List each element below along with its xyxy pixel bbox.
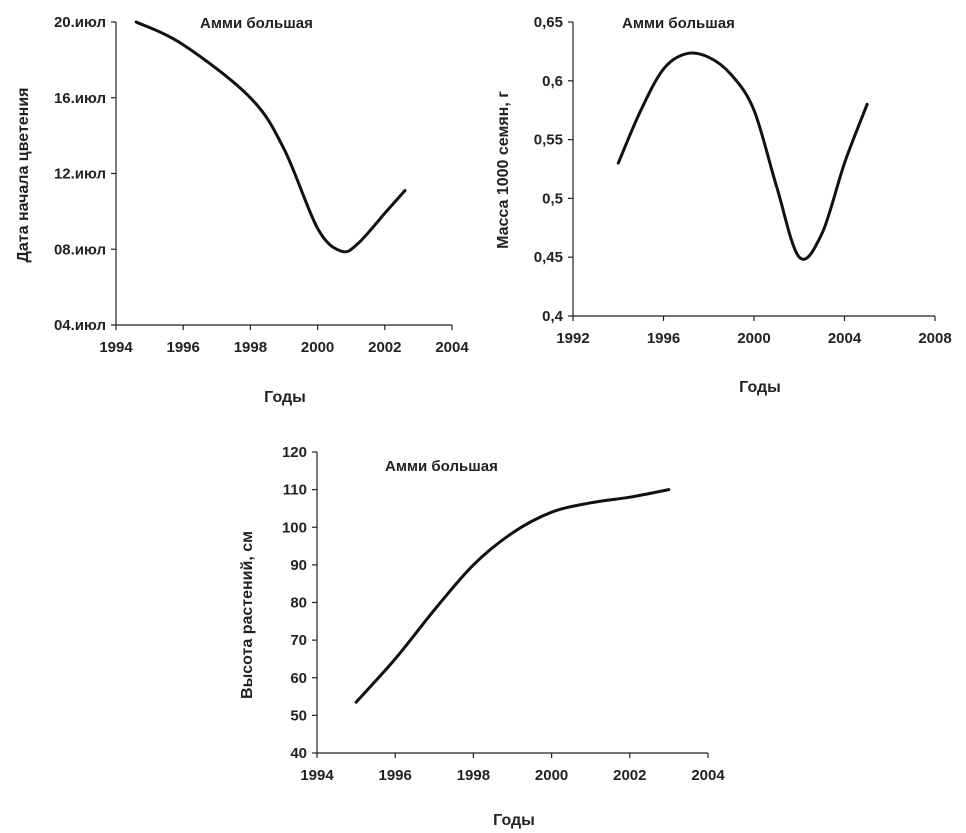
chart-svg: 1994 1996 1998 2000 2002 2004 04.июл 08.июл 12.и… [15, 14, 469, 406]
chart-svg: 1992 1996 2000 2004 2008 0,4 0,45 0,5 0,55 0,6 0,6… [495, 14, 952, 396]
x-tick-label: 2002 [368, 339, 401, 356]
x-tick-label: 2000 [737, 330, 770, 347]
y-tick-label: 100 [282, 519, 307, 536]
x-tick-label: 2000 [535, 767, 568, 784]
x-tick-label: 2004 [828, 330, 862, 347]
y-axis-title: Дата начала цветения [15, 87, 32, 262]
y-tick-label: 12.июл [54, 166, 106, 183]
x-tick-label: 1996 [167, 339, 200, 356]
series-line [354, 488, 671, 704]
y-tick-label: 70 [290, 632, 307, 649]
y-tick-label: 80 [290, 595, 307, 612]
x-tick-label: 1996 [379, 767, 412, 784]
chart-annotation: Амми большая [622, 15, 735, 32]
chart-annotation: Амми большая [200, 15, 313, 32]
y-tick-label: 0,5 [542, 190, 563, 207]
y-tick-label: 04.июл [54, 317, 106, 334]
x-tick-label: 2004 [435, 339, 469, 356]
chart-svg: 1994 1996 1998 2000 2002 2004 40 50 60 70 80 90 100 1… [239, 444, 725, 829]
chart-flowering-date: 1994 1996 1998 2000 2002 2004 04.июл 08.июл 12.и… [0, 0, 480, 415]
x-axis-title: Годы [493, 812, 535, 829]
y-tick-label: 110 [283, 482, 307, 499]
y-tick-label: 90 [290, 557, 307, 574]
y-axis-title: Масса 1000 семян, г [495, 91, 512, 249]
y-tick-label: 0,45 [534, 249, 563, 266]
x-tick-label: 1994 [300, 767, 334, 784]
y-tick-label: 60 [290, 670, 307, 687]
x-tick-label: 1998 [457, 767, 490, 784]
y-tick-label: 16.июл [54, 90, 106, 107]
chart-annotation: Амми большая [385, 458, 498, 475]
y-tick-label: 50 [290, 707, 307, 724]
y-tick-label: 40 [290, 745, 307, 762]
x-tick-label: 1992 [556, 330, 589, 347]
chart-seed-mass: 1992 1996 2000 2004 2008 0,4 0,45 0,5 0,55 0,6 0,6… [480, 0, 966, 415]
series-line [134, 20, 407, 254]
x-tick-label: 1996 [647, 330, 680, 347]
x-tick-label: 1998 [234, 339, 267, 356]
y-tick-label: 0,55 [534, 132, 563, 149]
x-tick-label: 2004 [691, 767, 725, 784]
y-tick-label: 20.июл [54, 14, 106, 31]
y-tick-label: 08.июл [54, 241, 106, 258]
x-tick-label: 2002 [613, 767, 646, 784]
series-line [616, 51, 869, 261]
y-tick-label: 120 [282, 444, 307, 461]
x-axis-title: Годы [264, 389, 306, 406]
x-tick-label: 1994 [99, 339, 133, 356]
x-tick-label: 2000 [301, 339, 334, 356]
chart-plant-height: 1994 1996 1998 2000 2002 2004 40 50 60 70 80 90 100 1… [230, 415, 750, 833]
y-axis-title: Высота растений, см [239, 531, 256, 699]
y-tick-label: 0,6 [542, 73, 563, 90]
x-tick-label: 2008 [918, 330, 951, 347]
x-axis-title: Годы [739, 379, 781, 396]
y-tick-label: 0,4 [542, 308, 564, 325]
y-tick-label: 0,65 [534, 14, 563, 31]
